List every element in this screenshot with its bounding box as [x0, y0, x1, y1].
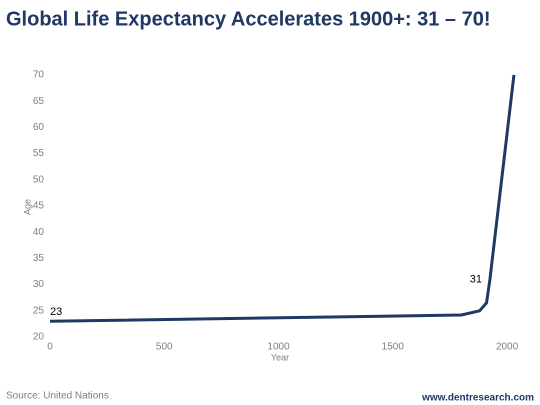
x-axis-label: Year	[271, 352, 289, 362]
data-label: 31	[470, 273, 482, 285]
y-tick-label: 40	[33, 227, 45, 238]
y-tick-label: 60	[33, 122, 45, 133]
x-tick-label: 1500	[382, 342, 405, 353]
line-series	[49, 74, 516, 323]
x-tick-label: 1000	[267, 342, 290, 353]
x-tick-label: 2000	[496, 342, 519, 353]
y-tick-label: 70	[33, 70, 45, 81]
y-axis-label: Age	[22, 199, 32, 215]
data-label: 23	[50, 306, 62, 318]
website: www.dentresearch.com	[421, 393, 534, 404]
y-tick-label: 50	[33, 174, 45, 185]
y-tick-label: 20	[33, 332, 45, 343]
x-tick-label: 500	[156, 342, 173, 353]
x-tick-label: 0	[47, 342, 53, 353]
y-tick-label: 30	[33, 279, 45, 290]
source: Source: United Nations	[6, 391, 109, 402]
chart-title: Global Life Expectancy Accelerates 1900+…	[6, 8, 491, 30]
y-tick-label: 55	[33, 148, 45, 159]
y-tick-label: 45	[33, 201, 45, 212]
y-tick-label: 65	[33, 96, 45, 107]
y-tick-label: 35	[33, 253, 45, 264]
y-tick-label: 25	[33, 305, 45, 316]
